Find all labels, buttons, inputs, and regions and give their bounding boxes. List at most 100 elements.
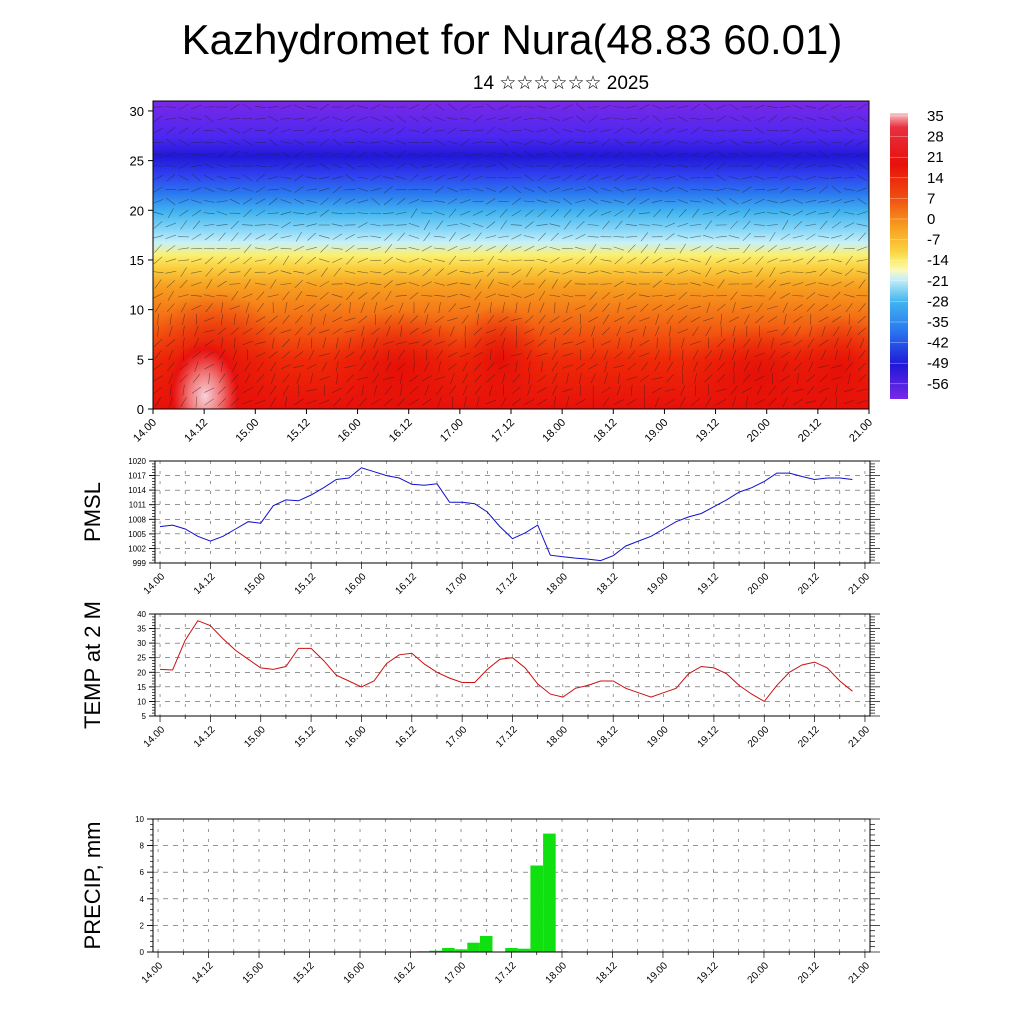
wind-barb — [310, 372, 313, 384]
x-tick-label: 18.00 — [540, 417, 568, 445]
wind-barb — [843, 388, 855, 393]
wind-barb — [848, 349, 851, 361]
wind-barb — [267, 106, 279, 108]
wind-barb — [627, 208, 636, 218]
wind-barb — [562, 104, 573, 110]
wind-barb — [153, 199, 164, 204]
wind-barb — [715, 388, 727, 392]
wind-barb — [690, 200, 702, 203]
wind-barb — [511, 234, 522, 240]
wind-barb — [464, 325, 466, 337]
wind-barb — [512, 386, 521, 395]
wind-barb — [459, 259, 471, 261]
wind-barb — [640, 244, 649, 253]
wind-barb — [183, 349, 185, 361]
wind-barb — [524, 187, 535, 193]
wind-barb — [639, 317, 650, 322]
wind-barb — [373, 384, 378, 396]
wind-barb — [651, 104, 663, 110]
wind-barb — [357, 128, 369, 134]
x-tick-label: 16.00 — [336, 417, 364, 445]
wind-barb — [614, 351, 624, 359]
wind-barb — [729, 139, 739, 146]
wind-barb — [769, 361, 776, 372]
wind-barb — [421, 141, 433, 144]
wind-barb — [600, 187, 612, 192]
wind-barb — [551, 361, 558, 372]
wind-barb — [395, 258, 407, 263]
wind-barb — [666, 208, 674, 218]
wind-barb — [754, 188, 766, 191]
wind-barb — [617, 302, 621, 313]
wind-barb — [191, 209, 202, 217]
wind-barb — [242, 127, 253, 134]
wind-barb — [306, 282, 317, 286]
wind-barb — [587, 128, 599, 133]
wind-barb — [651, 141, 663, 144]
wind-barb — [370, 141, 382, 144]
wind-barb — [166, 174, 176, 182]
wind-barb — [843, 177, 855, 179]
wind-barb — [216, 127, 228, 134]
wind-barb — [678, 209, 687, 218]
wind-barb — [616, 326, 622, 337]
wind-barb — [217, 397, 227, 407]
x-tick-label: 20.12 — [796, 417, 824, 445]
wind-barb — [703, 162, 714, 170]
wind-barb — [472, 210, 484, 216]
wind-barb — [203, 130, 215, 132]
wind-barb — [677, 328, 689, 334]
wind-barb — [549, 105, 561, 109]
wind-barb — [616, 384, 621, 396]
wind-barb — [552, 373, 558, 384]
wind-barb — [665, 268, 675, 277]
y-tick-label: 20 — [137, 668, 146, 677]
wind-barb — [550, 316, 560, 323]
wind-barb — [243, 244, 252, 253]
wind-barb — [524, 221, 534, 229]
y-tick-label: 40 — [137, 610, 146, 619]
wind-barb — [293, 139, 304, 146]
wind-barb — [424, 384, 429, 396]
wind-barb — [626, 176, 637, 180]
wind-barb — [320, 244, 329, 253]
wind-barb — [766, 224, 778, 226]
wind-barb — [153, 221, 163, 229]
wind-barb — [216, 224, 228, 226]
wind-barb — [271, 373, 276, 384]
y-tick-label: 30 — [130, 104, 144, 119]
wind-barb — [229, 139, 241, 145]
wind-barb — [627, 244, 636, 253]
wind-barb — [382, 165, 394, 167]
wind-barb — [358, 315, 368, 324]
page-subtitle: 14 ☆☆☆☆☆☆ 2025 — [472, 73, 650, 94]
wind-barb — [527, 302, 531, 313]
wind-barb — [639, 115, 650, 123]
wind-barb — [310, 313, 313, 325]
wind-barb — [574, 271, 586, 273]
wind-barb — [332, 257, 343, 263]
wind-barb — [591, 325, 596, 337]
wind-barb — [638, 153, 650, 156]
wind-barb — [792, 104, 804, 110]
wind-barb — [766, 212, 778, 215]
x-tick-label: 14.00 — [131, 417, 159, 445]
x-tick-label: 16.12 — [393, 571, 419, 597]
wind-barb — [234, 337, 236, 349]
wind-barb — [728, 258, 740, 263]
wind-barb — [498, 363, 509, 370]
wind-barb — [281, 350, 291, 359]
wind-barb — [194, 325, 199, 337]
wind-barb — [590, 349, 597, 360]
wind-barb — [767, 199, 778, 203]
wind-barb — [715, 269, 727, 275]
wind-barb — [576, 209, 585, 218]
wind-barb — [639, 127, 650, 134]
wind-barb — [421, 339, 432, 347]
wind-barb — [741, 176, 753, 180]
wind-barb — [728, 235, 740, 239]
wind-barb — [627, 197, 637, 206]
wind-barb — [537, 374, 547, 383]
wind-barb — [487, 255, 495, 266]
y-tick-label: 0 — [137, 402, 144, 417]
